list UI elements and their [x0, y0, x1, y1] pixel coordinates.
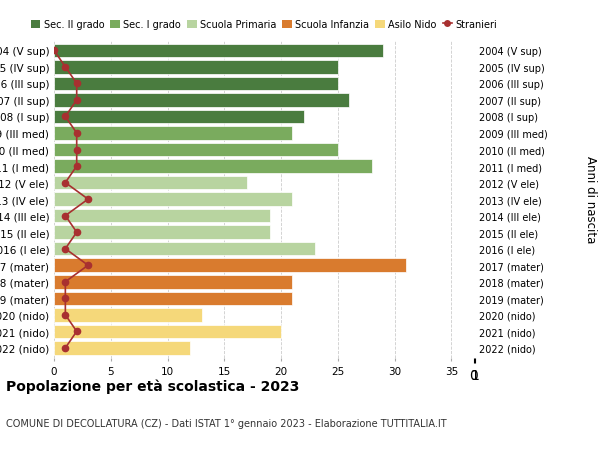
- Text: Anni di nascita: Anni di nascita: [584, 156, 597, 243]
- Bar: [54, 143, 338, 157]
- Bar: [54, 127, 292, 140]
- Bar: [54, 193, 292, 207]
- Bar: [54, 292, 292, 305]
- Bar: [54, 176, 247, 190]
- Bar: [54, 160, 372, 174]
- Bar: [54, 325, 281, 338]
- Bar: [54, 275, 292, 289]
- Bar: [54, 242, 315, 256]
- Bar: [54, 78, 338, 91]
- Text: COMUNE DI DECOLLATURA (CZ) - Dati ISTAT 1° gennaio 2023 - Elaborazione TUTTITALI: COMUNE DI DECOLLATURA (CZ) - Dati ISTAT …: [6, 418, 446, 428]
- Bar: [54, 308, 202, 322]
- Bar: [54, 111, 304, 124]
- Bar: [54, 61, 338, 74]
- Bar: [54, 209, 269, 223]
- Bar: [54, 45, 383, 58]
- Legend: Sec. II grado, Sec. I grado, Scuola Primaria, Scuola Infanzia, Asilo Nido, Stran: Sec. II grado, Sec. I grado, Scuola Prim…: [31, 20, 497, 30]
- Bar: [54, 94, 349, 107]
- Bar: [54, 226, 269, 240]
- Text: Popolazione per età scolastica - 2023: Popolazione per età scolastica - 2023: [6, 379, 299, 393]
- Bar: [54, 341, 190, 355]
- Bar: [54, 259, 406, 272]
